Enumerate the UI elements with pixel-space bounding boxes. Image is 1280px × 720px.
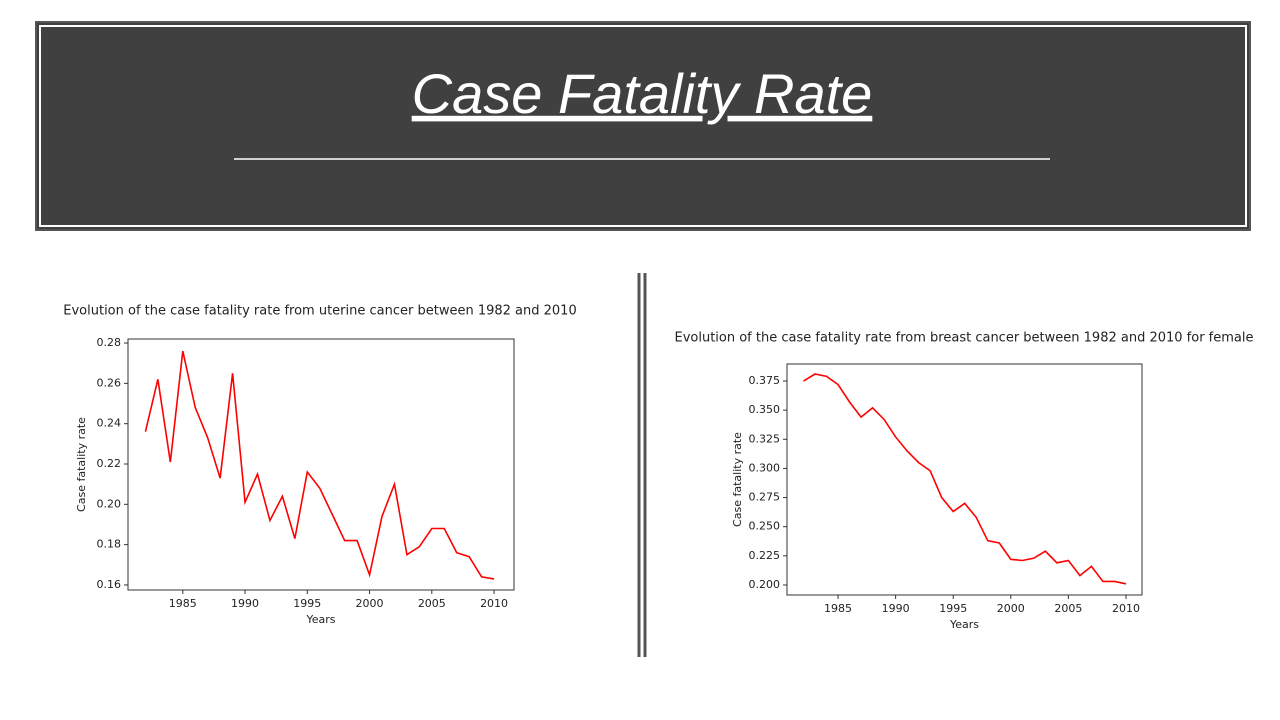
y-tick-label: 0.18	[97, 538, 122, 551]
y-tick-label: 0.28	[97, 336, 122, 349]
y-tick-label: 0.300	[749, 461, 781, 474]
data-line	[803, 373, 1127, 585]
chart-title: Evolution of the case fatality rate from…	[63, 304, 576, 319]
y-tick-label: 0.250	[749, 520, 781, 533]
plot-frame	[786, 363, 1143, 596]
slide-title: Case Fatality Rate	[412, 62, 873, 125]
x-tick-label: 2010	[1112, 602, 1140, 615]
y-tick-label: 0.325	[749, 432, 781, 445]
y-tick-label: 0.375	[749, 374, 781, 387]
header-border	[39, 25, 1247, 227]
data-line	[144, 350, 495, 580]
x-tick-label: 1990	[231, 597, 259, 610]
header-box	[35, 21, 1251, 231]
x-tick-label: 2000	[356, 597, 384, 610]
x-tick-label: 1995	[939, 602, 967, 615]
chart-title: Evolution of the case fatality rate from…	[674, 331, 1253, 346]
x-tick-label: 1985	[824, 602, 852, 615]
y-tick-label: 0.16	[97, 578, 122, 591]
x-tick-label: 1990	[882, 602, 910, 615]
y-tick-label: 0.275	[749, 491, 781, 504]
y-axis-label: Case fatality rate	[731, 432, 744, 527]
x-axis-label: Years	[305, 613, 335, 626]
y-tick-label: 0.200	[749, 578, 781, 591]
x-tick-label: 1995	[293, 597, 321, 610]
x-tick-label: 2000	[997, 602, 1025, 615]
x-tick-label: 2005	[1054, 602, 1082, 615]
y-axis-label: Case fatality rate	[75, 417, 88, 512]
y-tick-label: 0.24	[97, 417, 122, 430]
y-tick-label: 0.225	[749, 549, 781, 562]
x-axis-label: Years	[949, 618, 979, 631]
y-tick-label: 0.22	[97, 457, 122, 470]
y-tick-label: 0.20	[97, 497, 122, 510]
y-tick-label: 0.26	[97, 376, 122, 389]
plot-frame	[127, 338, 515, 591]
x-tick-label: 2005	[418, 597, 446, 610]
x-tick-label: 1985	[169, 597, 197, 610]
x-tick-label: 2010	[480, 597, 508, 610]
y-tick-label: 0.350	[749, 403, 781, 416]
